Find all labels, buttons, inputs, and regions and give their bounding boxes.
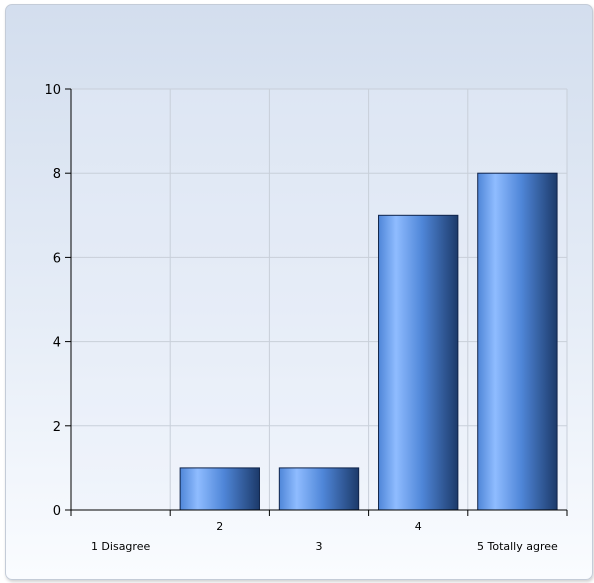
y-tick-label: 0 [53,504,61,519]
x-category-label: 1 Disagree [91,540,151,553]
bar-2 [179,467,260,511]
bar-4 [378,214,459,511]
y-tick-label: 4 [53,336,61,351]
y-tick-label: 6 [53,251,61,266]
bar-5 [477,172,558,511]
x-category-label: 5 Totally agree [477,540,558,553]
x-category-label: 4 [415,520,422,533]
x-category-label: 2 [216,520,223,533]
x-category-label: 3 [316,540,323,553]
y-tick-label: 10 [44,83,61,98]
y-tick-label: 8 [53,167,61,182]
bar-3 [278,467,360,511]
y-tick-label: 2 [53,420,61,435]
bars [179,172,558,511]
axes [65,88,568,516]
tick-labels: 0 2 4 6 8 10 1 Disagree 2 3 4 5 Totally agree [44,83,558,553]
